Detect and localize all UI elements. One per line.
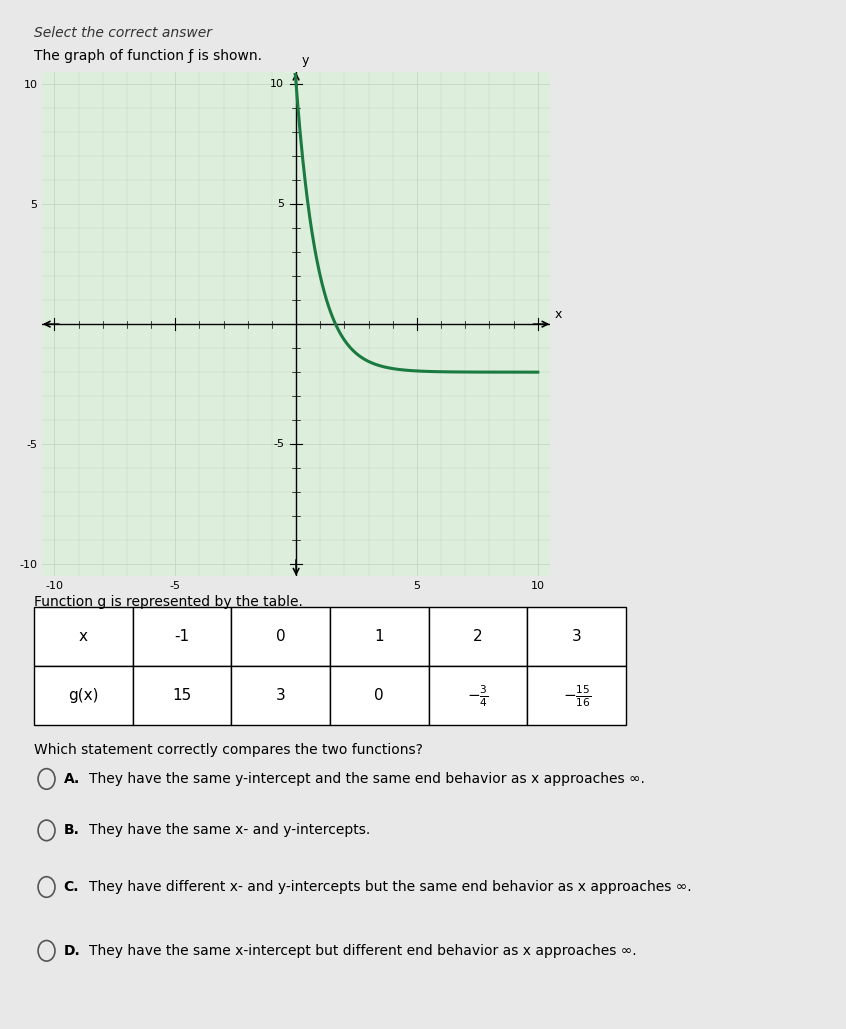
- Text: Which statement correctly compares the two functions?: Which statement correctly compares the t…: [34, 743, 423, 757]
- Text: x: x: [555, 308, 562, 321]
- Text: The graph of function ƒ is shown.: The graph of function ƒ is shown.: [34, 49, 262, 64]
- Text: Function g is represented by the table.: Function g is represented by the table.: [34, 595, 303, 609]
- Text: C.: C.: [63, 880, 79, 894]
- Text: They have the same y-intercept and the same end behavior as x approaches ∞.: They have the same y-intercept and the s…: [89, 772, 645, 786]
- Text: B.: B.: [63, 823, 80, 838]
- Text: 10: 10: [270, 79, 284, 90]
- Text: They have the same x- and y-intercepts.: They have the same x- and y-intercepts.: [89, 823, 370, 838]
- Text: A.: A.: [63, 772, 80, 786]
- Text: They have the same x-intercept but different end behavior as x approaches ∞.: They have the same x-intercept but diffe…: [89, 944, 636, 958]
- Text: Select the correct answer: Select the correct answer: [34, 26, 212, 40]
- Text: -5: -5: [273, 439, 284, 450]
- Text: 5: 5: [277, 199, 284, 209]
- Text: y: y: [302, 55, 310, 67]
- Text: They have different x- and y-intercepts but the same end behavior as x approache: They have different x- and y-intercepts …: [89, 880, 691, 894]
- Text: D.: D.: [63, 944, 80, 958]
